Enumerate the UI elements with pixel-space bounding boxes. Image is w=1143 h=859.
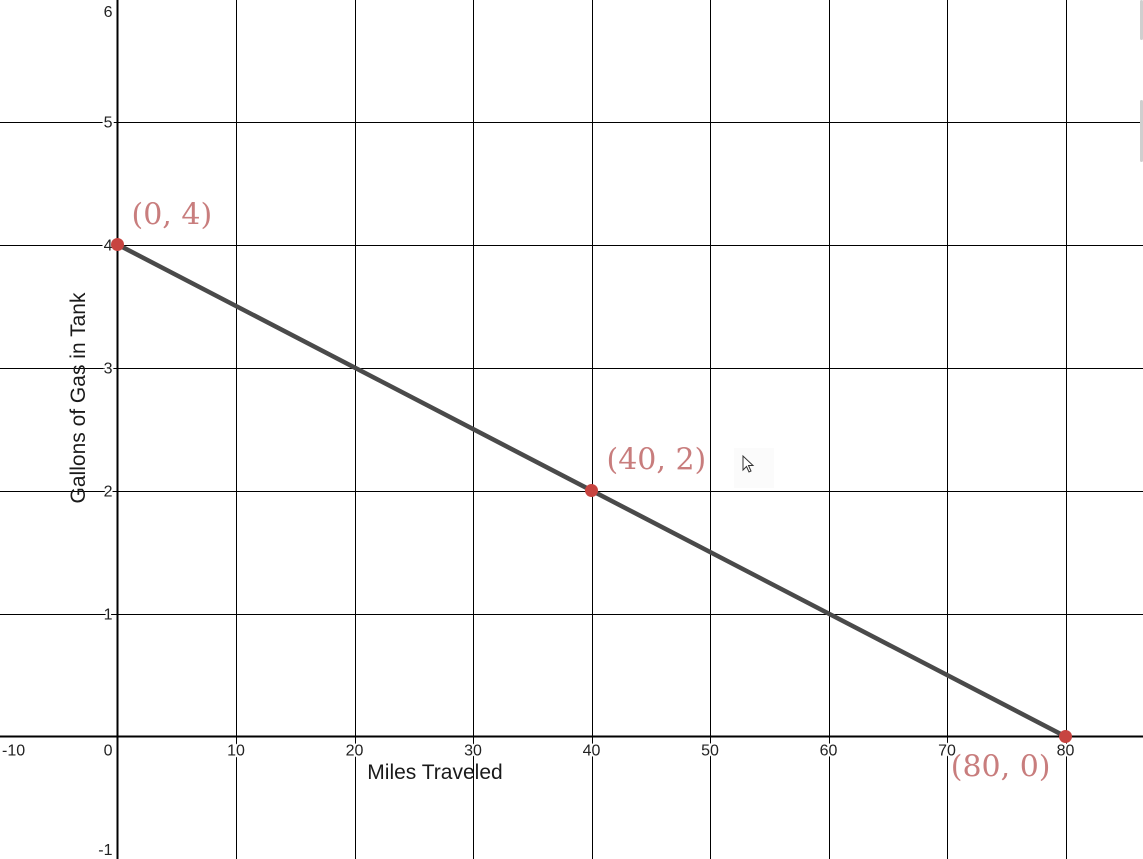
x-tick-label-text: -10	[2, 743, 25, 760]
y-tick-label-halo: 6	[104, 4, 113, 21]
x-tick-label-halo: 10	[227, 743, 245, 760]
data-point	[1059, 730, 1072, 743]
y-tick-label-text: 1	[104, 607, 113, 624]
x-tick-label-text: 10	[227, 743, 245, 760]
x-tick-label-text: 50	[701, 743, 719, 760]
point-label-halo: (80, 0)	[951, 750, 1051, 785]
point-label: (0, 4)	[132, 198, 213, 233]
y-tick-label: 33	[102, 359, 115, 380]
point-label-halo: (0, 4)	[132, 198, 213, 233]
point-label: (80, 0)	[951, 750, 1051, 785]
y-tick-label-halo: 4	[104, 238, 113, 255]
x-tick-label-text: 60	[820, 743, 838, 760]
point-label: (40, 2)	[607, 443, 707, 478]
x-tick-label: 00	[102, 741, 115, 762]
x-tick-label-halo: -10	[2, 743, 25, 760]
y-tick-label-text: 6	[104, 4, 113, 21]
x-tick-label-text: 30	[464, 743, 482, 760]
y-tick-label-text: 5	[104, 115, 113, 132]
y-axis-title: Gallons of Gas in Tank	[67, 292, 90, 503]
y-tick-label-text: -1	[98, 842, 112, 859]
y-tick-label-halo: 2	[104, 484, 113, 501]
scroll-edge-lower	[1140, 100, 1143, 162]
data-point	[585, 484, 598, 497]
x-tick-label-halo: 50	[701, 743, 719, 760]
x-tick-label: -10-10	[0, 741, 27, 762]
point-label-halo: (40, 2)	[607, 443, 707, 478]
points-layer: (0, 4)(0, 4)(40, 2)(40, 2)(80, 0)(80, 0)	[111, 195, 1072, 788]
x-tick-label-text: 80	[1057, 743, 1075, 760]
x-tick-label-halo: 0	[104, 743, 113, 760]
x-tick-label-halo: 60	[820, 743, 838, 760]
mouse-pointer-icon	[734, 448, 774, 488]
x-tick-label-halo: 80	[1057, 743, 1075, 760]
y-tick-label: 44	[102, 236, 115, 257]
y-tick-label: -1-1	[96, 840, 114, 859]
y-tick-label-halo: 5	[104, 115, 113, 132]
y-tick-label-halo: -1	[98, 842, 112, 859]
y-tick-label: 66	[102, 2, 115, 23]
scroll-edge-upper	[1140, 0, 1143, 40]
x-axis-title: Miles Traveled	[367, 761, 502, 784]
x-tick-label-halo: 40	[583, 743, 601, 760]
y-tick-label: 55	[102, 113, 115, 134]
x-tick-label-halo: 30	[464, 743, 482, 760]
x-tick-label-halo: 70	[938, 743, 956, 760]
x-tick-label-text: 40	[583, 743, 601, 760]
y-tick-label: 11	[102, 605, 115, 626]
y-tick-label-text: 2	[104, 484, 113, 501]
y-tick-label-halo: 1	[104, 607, 113, 624]
x-tick-label-text: 0	[104, 743, 113, 760]
data-point	[111, 238, 124, 251]
y-tick-label-text: 4	[104, 238, 113, 255]
x-tick-label-text: 20	[346, 743, 364, 760]
y-tick-label: 22	[102, 482, 115, 503]
x-tick-label-halo: 20	[346, 743, 364, 760]
y-tick-label-halo: 3	[104, 361, 113, 378]
y-tick-label-text: 3	[104, 361, 113, 378]
x-tick-label-text: 70	[938, 743, 956, 760]
